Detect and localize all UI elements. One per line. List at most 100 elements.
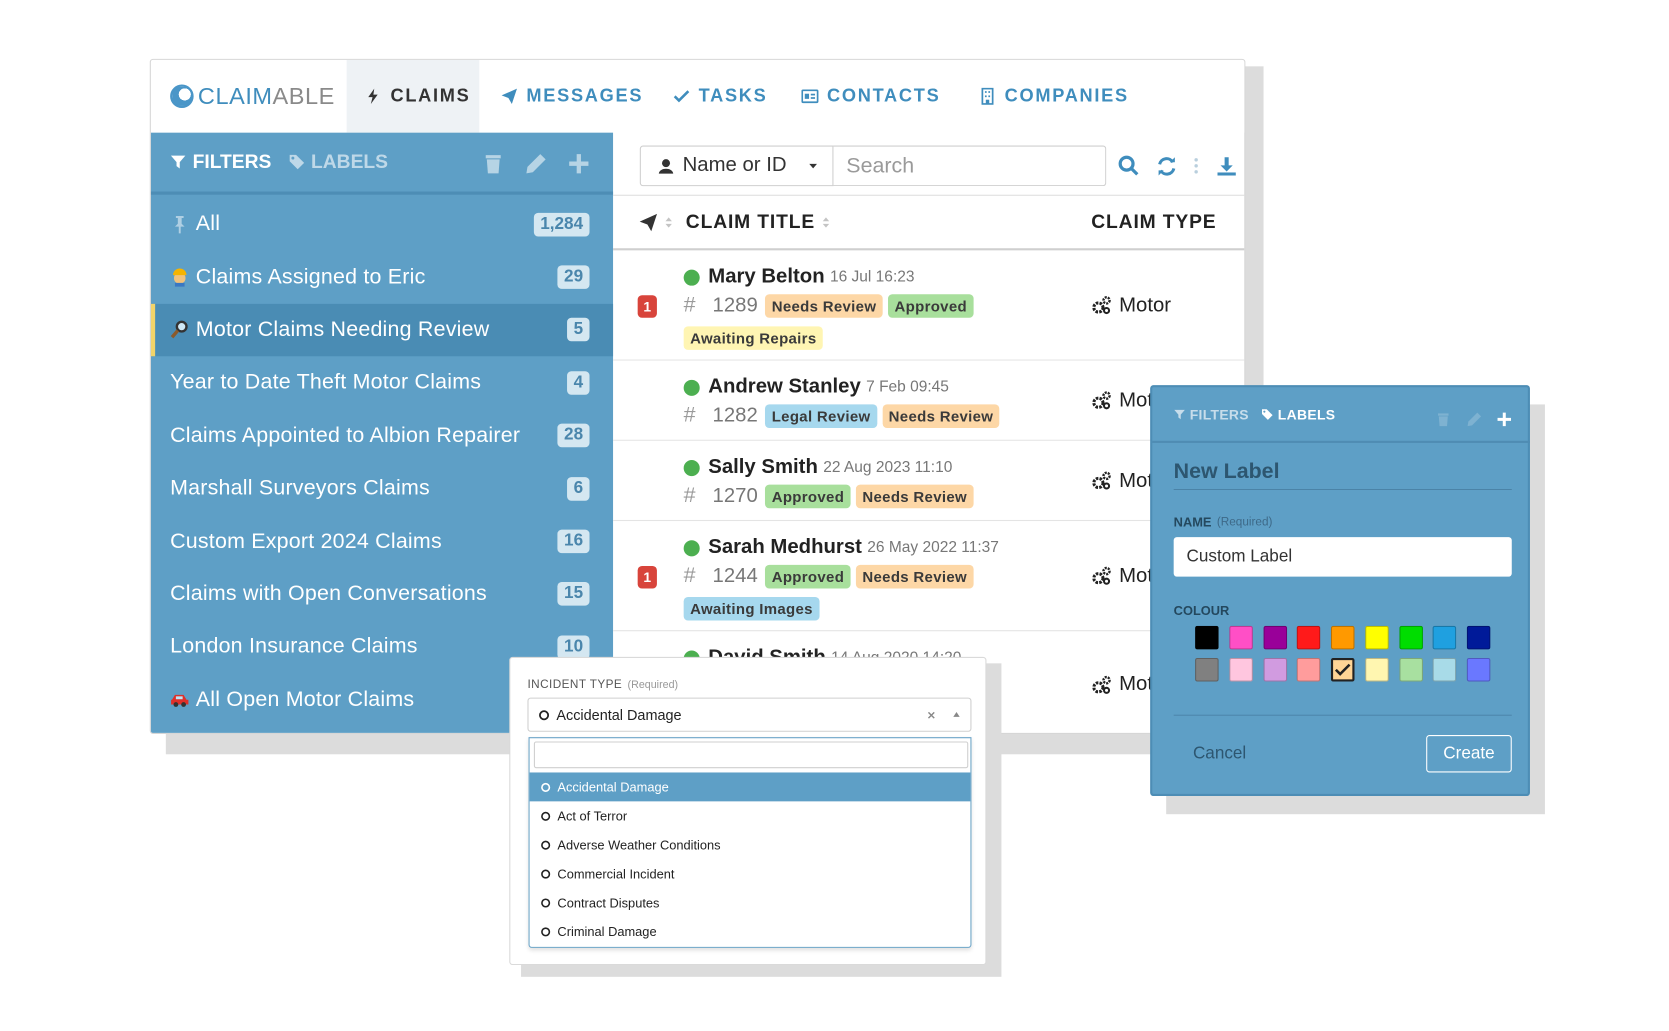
claim-id: 1270 [712, 484, 758, 507]
sidebar-header: FILTERS LABELS [150, 133, 614, 195]
icon-shape [541, 869, 551, 879]
colour-swatch[interactable] [1364, 657, 1389, 682]
logo: CLAIM ABLE [170, 60, 341, 133]
option[interactable]: Criminal Damage [530, 917, 971, 946]
icon-shape [1092, 296, 1111, 315]
divider [613, 194, 1245, 196]
incident-select[interactable]: Accidental Damage [527, 697, 972, 732]
option[interactable]: Commercial Incident [530, 859, 971, 888]
option[interactable]: Act of Terror [530, 801, 971, 830]
option-label: Contract Disputes [557, 894, 660, 910]
claim-title-line: Mary Belton 16 Jul 16:23 [683, 263, 1026, 291]
icon-magnifier [170, 320, 189, 339]
claim-row[interactable]: Andrew Stanley 7 Feb 09:45 #1282 Legal Revi… [613, 361, 1245, 441]
colour-swatch[interactable] [1296, 625, 1321, 650]
header-cell: CLAIM TITLE [639, 196, 960, 248]
icon-pencil [525, 153, 546, 174]
filter-label: All [195, 212, 221, 236]
unread-count: 1 [643, 569, 652, 586]
toolbar-button[interactable] [1157, 156, 1177, 176]
colour-swatch[interactable] [1263, 657, 1287, 682]
icon-ring [540, 782, 551, 793]
colour-swatch[interactable] [1398, 625, 1423, 650]
icon-pin [170, 215, 189, 234]
claim-id: 1282 [712, 403, 758, 427]
option[interactable]: Adverse Weather Conditions [530, 830, 971, 859]
nav-label: COMPANIES [1004, 85, 1129, 106]
icon-gear [1091, 675, 1111, 695]
cancel-button[interactable]: Cancel [1174, 735, 1270, 772]
filter-row[interactable]: Claims Appointed to Albion Repairer 28 [151, 409, 613, 462]
colour-swatch[interactable] [1195, 657, 1219, 682]
icon-shape [174, 282, 185, 287]
filter-count: 15 [557, 582, 590, 607]
icon-shape [801, 89, 819, 104]
claim-meta: #1270 Approved Needs Review [684, 484, 1016, 509]
toolbar-button[interactable] [1118, 155, 1139, 176]
filter-label: Claims Assigned to Eric [195, 264, 426, 289]
option[interactable]: Accidental Damage [529, 772, 971, 802]
icon-shape [988, 95, 991, 98]
filter-count: 10 [557, 635, 590, 659]
claim-row[interactable]: Mary Belton 16 Jul 16:23 #1289 Needs Review… [613, 250, 1245, 361]
icon-sort [662, 216, 675, 229]
icon-shape [569, 154, 589, 174]
toolbar-button[interactable] [1216, 156, 1236, 176]
filter-row[interactable]: Marshall Surveyors Claims 6 [151, 462, 613, 515]
nav-item[interactable]: TASKS [673, 60, 768, 133]
icon-shape [541, 897, 551, 908]
icon-shape [639, 213, 658, 231]
icon-shape [1102, 482, 1111, 490]
claim-tag: Needs Review [855, 564, 974, 588]
option[interactable]: Contract Disputes [530, 888, 971, 917]
icon-refresh [1157, 156, 1177, 176]
colour-swatch[interactable] [1364, 625, 1389, 650]
nav-item[interactable]: CLAIMS [365, 60, 471, 133]
popup-action[interactable] [1436, 412, 1451, 427]
search-input[interactable]: Search [833, 145, 1107, 187]
colour-swatch[interactable] [1330, 625, 1355, 650]
sidebar-action[interactable] [483, 153, 504, 174]
search-field-select[interactable]: Name or ID [639, 145, 834, 187]
colour-swatch[interactable] [1296, 657, 1321, 682]
icon-shape [953, 712, 960, 717]
colour-swatch[interactable] [1466, 625, 1491, 650]
option-search[interactable] [533, 741, 969, 769]
filter-row[interactable]: Year to Date Theft Motor Claims 4 [151, 356, 613, 409]
colour-swatch[interactable] [1432, 625, 1457, 650]
colour-swatch[interactable] [1466, 657, 1491, 682]
nav-item[interactable]: CONTACTS [801, 60, 940, 133]
colour-swatch[interactable] [1263, 625, 1287, 650]
nav-item[interactable]: COMPANIES [979, 60, 1129, 133]
filter-row[interactable]: All Open Motor Claims [151, 674, 613, 727]
filter-row[interactable]: Motor Claims Needing Review 5 [150, 303, 614, 357]
colour-swatch[interactable] [1229, 625, 1253, 650]
popup-action[interactable] [1497, 412, 1512, 427]
toolbar-button[interactable] [1188, 157, 1205, 174]
colour-swatch[interactable] [1229, 657, 1253, 682]
icon-shape [1158, 156, 1176, 176]
nav-item[interactable]: MESSAGES [501, 60, 643, 133]
id-prefix: # [683, 563, 696, 588]
icon-caret [807, 159, 820, 172]
name-input[interactable]: Custom Label [1173, 537, 1512, 577]
colour-swatch[interactable] [1330, 657, 1355, 682]
filter-row[interactable]: All 1,284 [151, 198, 613, 251]
filter-row[interactable]: Claims Assigned to Eric 29 [151, 251, 613, 304]
colour-swatch[interactable] [1398, 657, 1423, 682]
icon-shape [541, 811, 551, 821]
filter-row[interactable]: London Insurance Claims 10 [151, 621, 613, 674]
icon-gear [1091, 471, 1111, 491]
sidebar-action[interactable] [568, 153, 589, 174]
icon-shape [289, 154, 304, 170]
colour-swatch[interactable] [1432, 657, 1457, 682]
filter-row[interactable]: Custom Export 2024 Claims 16 [151, 515, 613, 568]
claim-row[interactable]: Sally Smith 22 Aug 2023 11:10 #1270 Approve… [613, 441, 1245, 522]
colour-swatch[interactable] [1195, 625, 1219, 650]
icon-shape [658, 158, 674, 174]
popup-action[interactable] [1467, 412, 1482, 427]
create-button[interactable]: Create [1426, 735, 1512, 773]
filter-row[interactable]: Claims with Open Conversations 15 [151, 568, 613, 621]
icon-shape [1102, 675, 1111, 684]
sidebar-action[interactable] [525, 153, 546, 174]
